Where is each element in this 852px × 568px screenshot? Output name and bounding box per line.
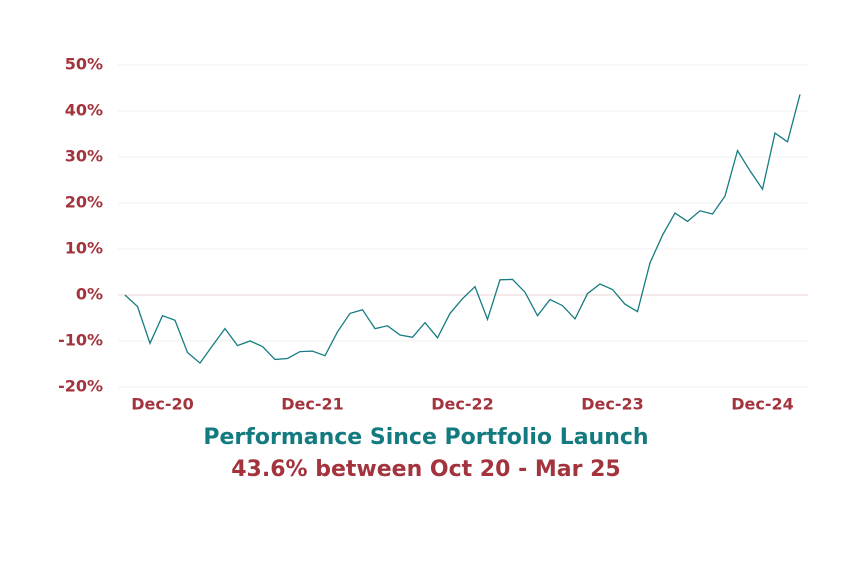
x-tick-label: Dec-22 xyxy=(431,395,494,414)
chart-subtitle: 43.6% between Oct 20 - Mar 25 xyxy=(231,457,621,482)
x-tick-label: Dec-21 xyxy=(281,395,344,414)
y-tick-label: -20% xyxy=(58,377,103,396)
y-tick-label: 50% xyxy=(65,55,103,74)
series-line xyxy=(124,94,801,365)
y-tick-label: 30% xyxy=(65,147,103,166)
y-tick-label: 20% xyxy=(65,193,103,212)
y-tick-label: -10% xyxy=(58,331,103,350)
y-tick-label: 10% xyxy=(65,239,103,258)
y-tick-label: 40% xyxy=(65,101,103,120)
x-tick-label: Dec-20 xyxy=(131,395,194,414)
chart-title: Performance Since Portfolio Launch xyxy=(203,425,648,450)
y-tick-label: 0% xyxy=(76,285,103,304)
x-tick-label: Dec-23 xyxy=(581,395,644,414)
x-tick-label: Dec-24 xyxy=(731,395,794,414)
